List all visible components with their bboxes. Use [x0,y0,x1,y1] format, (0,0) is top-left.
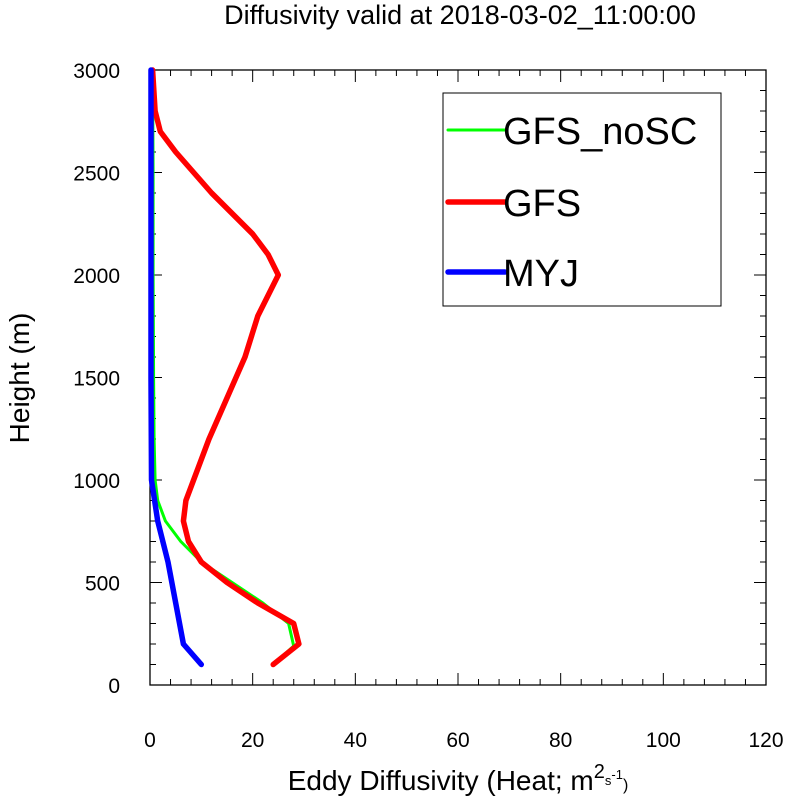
x-tick-labels: 0 20 40 60 80 100 120 [144,729,783,752]
x-tick-label: 120 [748,729,783,752]
x-tick-label: 100 [646,729,681,752]
legend-label: GFS [503,183,581,225]
chart-title: Diffusivity valid at 2018-03-02_11:00:00 [224,0,696,30]
x-tick-label: 0 [144,729,156,752]
x-axis-label-close: ) [623,777,628,794]
legend-label: GFS_noSC [503,111,697,153]
y-tick-label: 1500 [73,368,120,391]
x-axis-label: Eddy Diffusivity (Heat; m2s-1) [288,761,629,796]
x-tick-label: 20 [241,729,264,752]
y-axis-label: Height (m) [4,313,35,444]
x-tick-label: 60 [446,729,469,752]
y-tick-label: 2000 [73,265,120,288]
series-line-myj [148,67,205,668]
x-tick-label: 80 [549,729,572,752]
series-layer [148,67,302,668]
x-axis-label-exponent: -1 [611,767,623,782]
y-tick-label: 1000 [73,470,120,493]
y-tick-label: 3000 [73,60,120,83]
legend-label: MYJ [503,253,579,295]
legend: GFS_noSC GFS MYJ [442,92,722,307]
y-tick-label: 0 [108,675,120,698]
y-tick-label: 2500 [73,163,120,186]
x-axis-label-subscript: s [605,773,612,788]
x-axis-label-superscript: 2 [594,761,605,783]
y-tick-label: 500 [85,573,120,596]
x-axis-label-main: Eddy Diffusivity (Heat; m [288,765,594,796]
series-line-gfs-nosc [151,68,296,666]
series-line-gfs [149,67,302,668]
x-tick-label: 40 [344,729,367,752]
legend-items: GFS_noSC GFS MYJ [445,111,697,295]
y-tick-labels: 0 500 1000 1500 2000 2500 3000 [73,60,120,698]
